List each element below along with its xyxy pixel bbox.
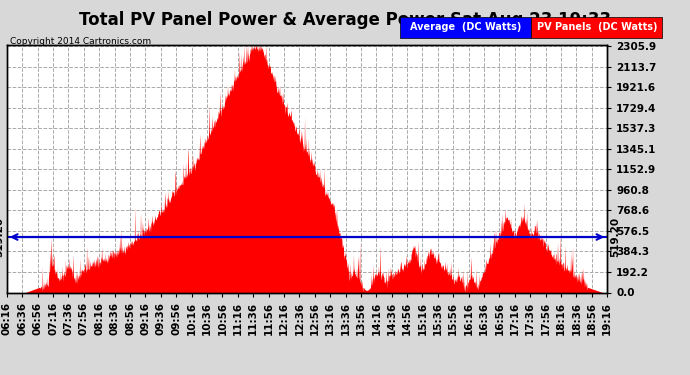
Text: Total PV Panel Power & Average Power Sat Aug 23 19:33: Total PV Panel Power & Average Power Sat… [79,11,611,29]
Bar [7,45,607,292]
Text: PV Panels  (DC Watts): PV Panels (DC Watts) [537,22,657,32]
Text: 519.20: 519.20 [0,217,4,257]
Text: Average  (DC Watts): Average (DC Watts) [410,22,522,32]
Text: Copyright 2014 Cartronics.com: Copyright 2014 Cartronics.com [10,38,152,46]
Text: 519.20: 519.20 [610,217,620,257]
